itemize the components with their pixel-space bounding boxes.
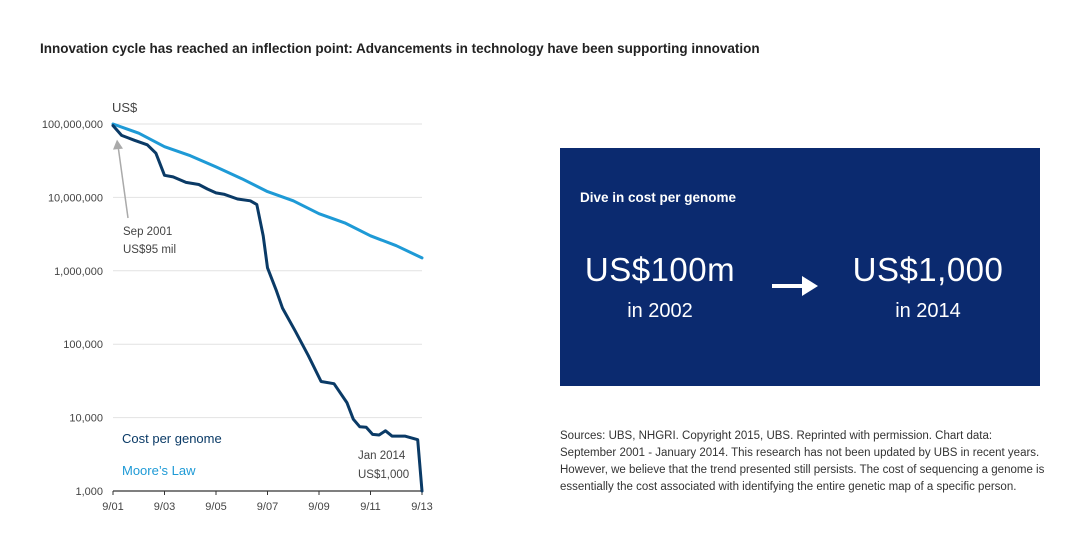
series-line-cost-per-genome — [111, 124, 424, 493]
y-tick-label: 100,000,000 — [42, 119, 103, 131]
cost-summary-panel: Dive in cost per genome US$100m in 2002 … — [560, 148, 1040, 386]
y-tick-label: 1,000,000 — [54, 266, 103, 278]
y-axis-ticks: 100,000,000 10,000,000 1,000,000 100,000 10,… — [42, 119, 103, 498]
from-value: US$100m — [584, 251, 736, 288]
y-tick-label: 100,000 — [63, 339, 103, 351]
legend-cost-per-genome: Cost per genome — [122, 431, 222, 446]
annotation-sep2001-line2: US$95 mil — [123, 244, 176, 256]
x-tick-label: 9/05 — [205, 501, 226, 513]
x-axis-ticks: 9/01 9/03 9/05 9/07 9/09 9/11 9/13 — [102, 491, 433, 513]
x-tick-label: 9/01 — [102, 501, 123, 513]
from-year: in 2002 — [627, 300, 693, 322]
x-tick-label: 9/03 — [154, 501, 175, 513]
panel-title: Dive in cost per genome — [580, 190, 737, 205]
annotation-jan2014-line2: US$1,000 — [358, 469, 409, 481]
chart-legend: Cost per genome Moore’s Law — [122, 431, 222, 478]
annotation-jan2014-line1: Jan 2014 — [358, 450, 406, 462]
annotation-arrow — [117, 145, 129, 219]
sources-note: Sources: UBS, NHGRI. Copyright 2015, UBS… — [560, 430, 1045, 493]
right-arrow-icon — [772, 276, 818, 296]
chart-series — [111, 122, 424, 493]
legend-moores-law: Moore’s Law — [122, 463, 196, 478]
to-year: in 2014 — [895, 300, 961, 322]
chart-annotations: Sep 2001 US$95 mil Jan 2014 US$1,000 — [113, 139, 409, 481]
annotation-sep2001-line1: Sep 2001 — [123, 226, 172, 238]
x-tick-label: 9/13 — [411, 501, 432, 513]
to-value: US$1,000 — [852, 251, 1004, 288]
annotation-arrowhead — [113, 139, 123, 150]
y-unit-label: US$ — [112, 100, 138, 115]
genome-cost-chart: 100,000,000 10,000,000 1,000,000 100,000 10,… — [42, 100, 433, 513]
x-tick-label: 9/07 — [257, 501, 278, 513]
y-tick-label: 10,000 — [69, 413, 103, 425]
page-title: Innovation cycle has reached an inflecti… — [40, 41, 760, 56]
x-tick-label: 9/09 — [308, 501, 329, 513]
x-tick-label: 9/11 — [360, 501, 381, 513]
series-line-moore-s-law — [111, 122, 424, 260]
y-tick-label: 10,000,000 — [48, 192, 103, 204]
y-tick-label: 1,000 — [75, 486, 103, 498]
